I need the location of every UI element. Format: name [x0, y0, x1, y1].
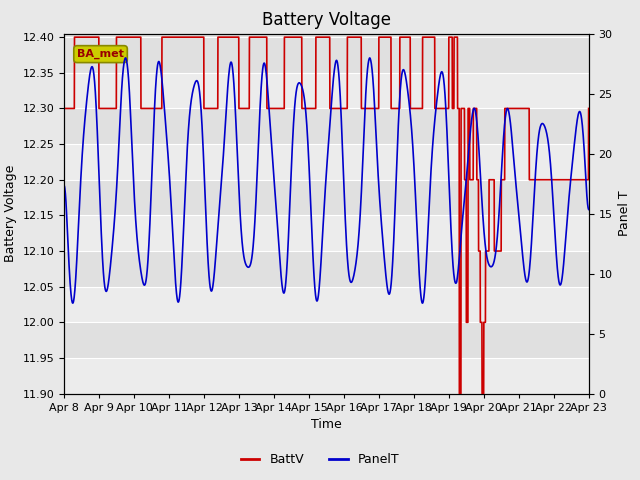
Title: Battery Voltage: Battery Voltage — [262, 11, 391, 29]
Bar — [64, 73, 589, 108]
Text: BA_met: BA_met — [77, 49, 124, 59]
X-axis label: Time: Time — [311, 418, 342, 431]
Bar — [64, 358, 589, 394]
Bar — [64, 144, 589, 180]
Y-axis label: Battery Voltage: Battery Voltage — [4, 165, 17, 262]
Legend: BattV, PanelT: BattV, PanelT — [236, 448, 404, 471]
Y-axis label: Panel T: Panel T — [618, 191, 631, 237]
Bar — [64, 216, 589, 251]
Bar — [64, 287, 589, 322]
